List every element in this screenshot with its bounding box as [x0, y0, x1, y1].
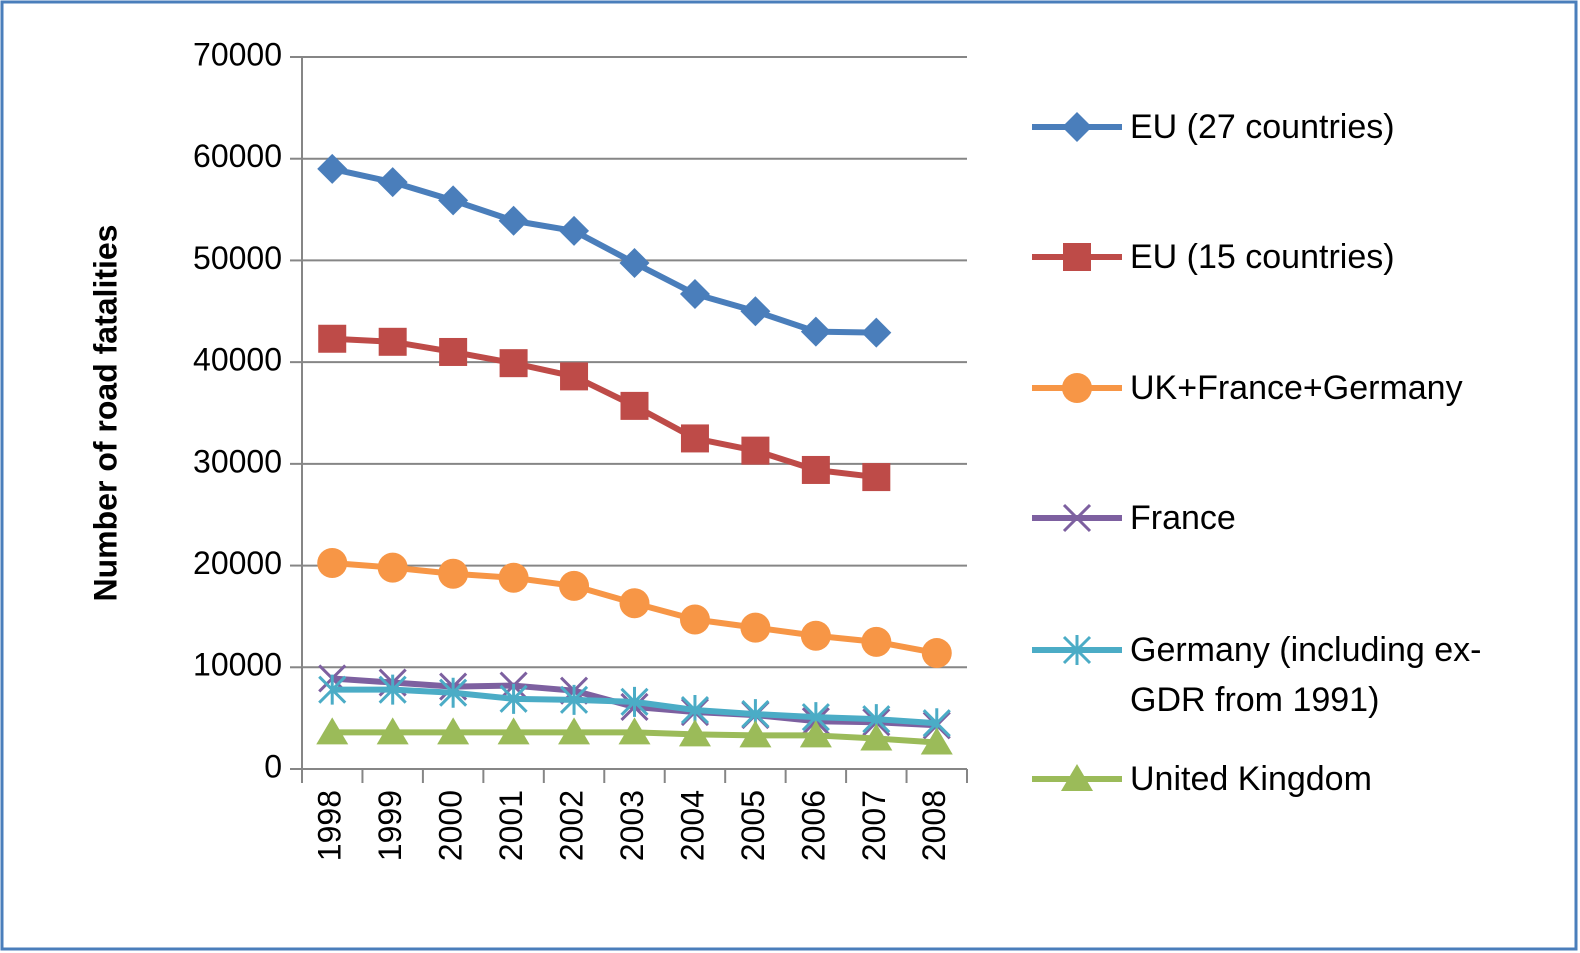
data-point — [499, 349, 528, 378]
legend-marker — [1061, 764, 1093, 791]
data-point — [620, 686, 649, 717]
data-point — [560, 362, 589, 391]
data-point — [678, 719, 711, 747]
data-point — [437, 717, 470, 745]
data-point — [800, 620, 831, 651]
series-line — [332, 335, 877, 481]
data-point — [316, 717, 349, 745]
data-point — [499, 683, 528, 714]
data-point — [862, 463, 891, 492]
x-tick-label: 2006 — [795, 790, 831, 861]
y-tick-label: 10000 — [193, 647, 282, 683]
legend-marker — [1062, 112, 1092, 142]
data-point — [619, 247, 650, 278]
x-tick-label: 2003 — [614, 790, 650, 861]
legend-label: France — [1130, 499, 1236, 537]
y-tick-label: 60000 — [193, 138, 282, 174]
data-point — [439, 677, 468, 708]
legend-marker — [1062, 373, 1092, 403]
data-point — [559, 570, 590, 601]
y-tick-label: 20000 — [193, 545, 282, 581]
x-tick-label: 2001 — [493, 790, 529, 861]
data-point — [377, 167, 408, 198]
data-point — [439, 337, 468, 366]
data-point — [620, 391, 649, 420]
y-tick-label: 70000 — [193, 36, 282, 72]
data-point — [679, 278, 710, 309]
data-point — [860, 723, 893, 751]
data-point — [317, 548, 348, 579]
y-tick-label: 50000 — [193, 240, 282, 276]
x-tick-label: 1999 — [372, 790, 408, 861]
legend-label: United Kingdom — [1130, 760, 1372, 798]
data-point — [619, 588, 650, 619]
data-point — [740, 296, 771, 327]
legend-marker — [1062, 635, 1092, 665]
data-point — [317, 153, 348, 184]
series-line — [331, 165, 877, 336]
x-tick-label: 2007 — [856, 790, 892, 861]
data-point — [438, 558, 469, 589]
legend-marker — [1062, 503, 1092, 533]
data-point — [799, 720, 832, 748]
data-point — [498, 205, 529, 236]
data-point — [318, 674, 347, 705]
data-point — [679, 604, 710, 635]
legend-label: UK+France+Germany — [1130, 369, 1463, 407]
data-point — [559, 684, 589, 715]
data-point — [618, 717, 651, 745]
data-point — [861, 317, 892, 348]
y-tick-label: 0 — [264, 748, 282, 784]
x-tick-label: 2005 — [735, 790, 771, 861]
data-point — [378, 674, 407, 705]
legend-label: EU (15 countries) — [1130, 238, 1395, 276]
data-point — [861, 626, 892, 657]
data-point — [680, 424, 709, 453]
legend-marker — [1063, 243, 1091, 271]
data-point — [801, 455, 830, 484]
y-tick-label: 30000 — [193, 443, 282, 479]
data-point — [558, 717, 591, 745]
data-point — [559, 215, 590, 246]
legend-label: EU (27 countries) — [1130, 108, 1395, 146]
y-axis-title: Number of road fatalities — [87, 225, 123, 602]
data-point — [740, 612, 771, 643]
x-tick-label: 1998 — [312, 790, 348, 861]
legend-label: Germany (including ex-GDR from 1991) — [1130, 631, 1482, 719]
data-point — [741, 436, 770, 465]
data-point — [739, 720, 772, 748]
x-tick-label: 2000 — [433, 790, 469, 861]
y-tick-label: 40000 — [193, 342, 282, 378]
data-point — [376, 717, 409, 745]
data-point — [921, 638, 952, 669]
x-tick-label: 2004 — [674, 790, 710, 861]
data-point — [920, 727, 953, 755]
data-point — [378, 327, 407, 356]
x-tick-label: 2008 — [916, 790, 952, 861]
x-tick-label: 2002 — [553, 790, 589, 861]
data-point — [800, 316, 831, 347]
data-point — [318, 324, 347, 353]
data-point — [497, 717, 530, 745]
data-point — [498, 562, 529, 593]
data-point — [377, 552, 408, 583]
data-point — [438, 185, 469, 216]
